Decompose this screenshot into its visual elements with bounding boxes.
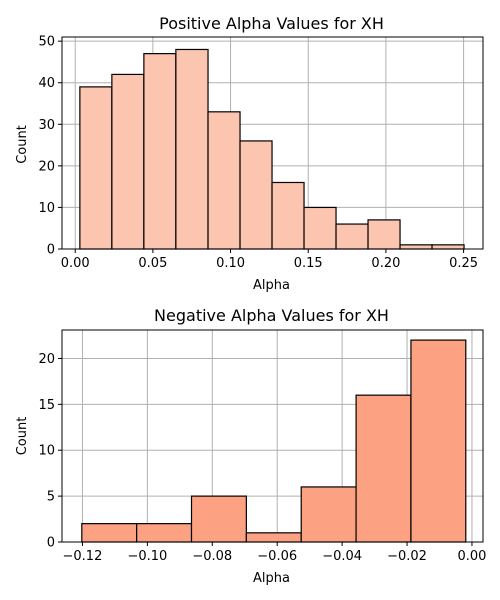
- y-tick-label: 20: [38, 159, 55, 174]
- y-tick-label: 20: [38, 352, 55, 367]
- histogram-bar: [399, 244, 433, 250]
- x-tick-label: 0.15: [294, 256, 323, 271]
- x-tick-label: −0.08: [192, 549, 232, 564]
- axes: 0.00 0.05 0.10 0.15 0.20 0.25 0 10 20 30 40 50: [38, 35, 484, 271]
- y-tick-label: 5: [47, 490, 55, 505]
- histogram-bar: [111, 73, 145, 250]
- positive-alpha-histogram: Positive Alpha Values for XH Alpha Count…: [15, 14, 484, 293]
- histogram-bar: [143, 53, 177, 250]
- bars: [79, 48, 465, 250]
- y-tick-label: 0: [47, 243, 55, 258]
- histogram-bar: [79, 86, 113, 250]
- histogram-bar: [81, 523, 138, 543]
- y-tick-label: 30: [38, 118, 55, 133]
- histogram-bar: [303, 206, 337, 250]
- histogram-bar: [271, 181, 305, 250]
- histogram-bar: [190, 495, 247, 543]
- x-tick-label: 0.20: [371, 256, 400, 271]
- histogram-bar: [431, 244, 465, 250]
- histogram-bar: [410, 339, 467, 543]
- y-tick-label: 15: [38, 398, 55, 413]
- plot-frame: [61, 329, 484, 543]
- x-tick-label: 0.00: [61, 256, 90, 271]
- x-axis-label: Alpha: [253, 278, 290, 293]
- x-tick-label: −0.02: [387, 549, 427, 564]
- y-tick-label: 50: [38, 35, 55, 50]
- bars: [81, 339, 467, 543]
- histogram-bar: [207, 111, 241, 250]
- histogram-bar: [300, 486, 357, 543]
- chart-title: Negative Alpha Values for XH: [154, 306, 389, 325]
- x-tick-label: 0.10: [216, 256, 245, 271]
- y-tick-label: 40: [38, 76, 55, 91]
- x-tick-label: −0.12: [63, 549, 103, 564]
- histogram-bar: [367, 219, 401, 250]
- histogram-bar: [239, 140, 273, 250]
- histogram-bar: [245, 532, 302, 543]
- x-tick-label: −0.10: [127, 549, 167, 564]
- negative-alpha-histogram: Negative Alpha Values for XH Alpha Count…: [15, 306, 486, 586]
- x-tick-label: 0.25: [449, 256, 478, 271]
- x-tick-label: −0.06: [257, 549, 297, 564]
- y-tick-label: 0: [47, 536, 55, 551]
- histogram-bar: [335, 223, 369, 250]
- y-tick-label: 10: [38, 201, 55, 216]
- x-tick-label: 0.05: [138, 256, 167, 271]
- chart-title: Positive Alpha Values for XH: [159, 14, 384, 33]
- plot-frame: [61, 36, 484, 250]
- x-axis-label: Alpha: [253, 571, 290, 586]
- y-axis-label: Count: [15, 125, 30, 164]
- histogram-bar: [136, 523, 193, 543]
- histogram-bar: [355, 394, 412, 543]
- y-tick-label: 10: [38, 444, 55, 459]
- axes: −0.12 −0.10 −0.08 −0.06 −0.04 −0.02 0.00 0 5 10 15…: [38, 329, 486, 564]
- y-axis-label: Count: [15, 417, 30, 456]
- x-tick-label: −0.04: [322, 549, 362, 564]
- histogram-bar: [175, 48, 209, 250]
- x-tick-label: 0.00: [457, 549, 486, 564]
